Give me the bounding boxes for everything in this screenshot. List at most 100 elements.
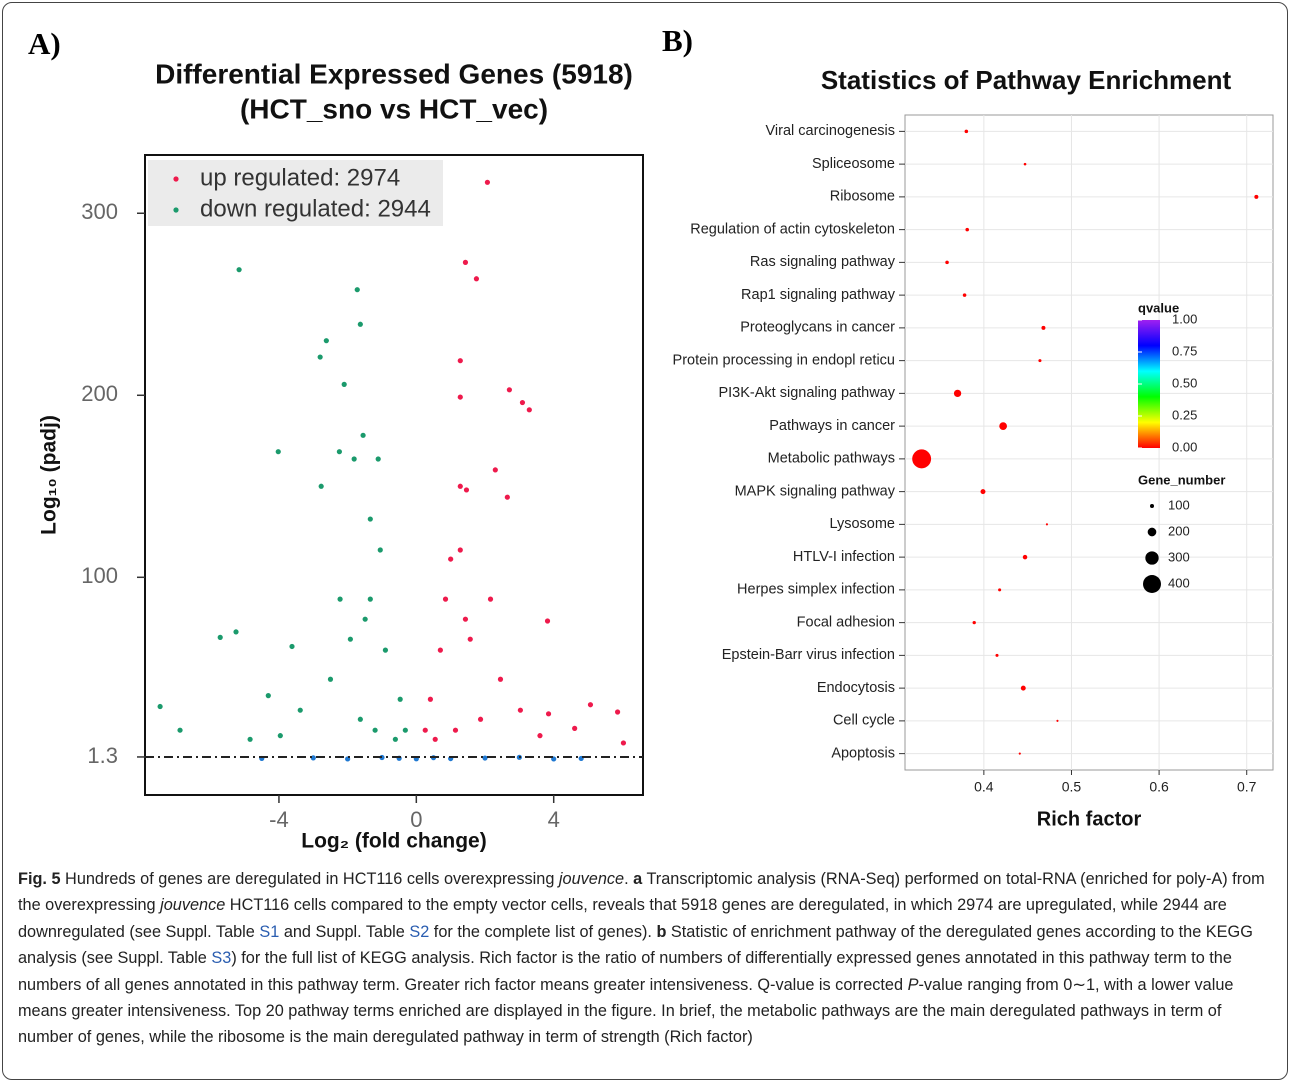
point bbox=[497, 676, 504, 682]
caption: Fig. 5 Hundreds of genes are deregulated… bbox=[18, 866, 1280, 1051]
point bbox=[457, 358, 463, 364]
dot bbox=[999, 422, 1007, 430]
dot bbox=[995, 653, 999, 657]
x-axis-label: Rich factor bbox=[1037, 808, 1142, 830]
size-legend-marker bbox=[1147, 527, 1157, 537]
point bbox=[360, 432, 366, 438]
point bbox=[354, 287, 360, 293]
point bbox=[392, 736, 398, 742]
caption-text: Fig. 5 bbox=[18, 870, 61, 888]
point bbox=[504, 494, 510, 500]
point bbox=[463, 487, 470, 493]
point bbox=[545, 711, 552, 717]
y-tick-label: 100 bbox=[81, 563, 118, 588]
caption-text: Hundreds of genes are deregulated in HCT… bbox=[60, 870, 559, 888]
x-tick-label: 0.7 bbox=[1237, 779, 1257, 795]
point bbox=[367, 596, 373, 602]
legend-box bbox=[148, 160, 443, 226]
legend-marker bbox=[173, 207, 179, 213]
caption-text: HCT116 cells compared to the empty vecto… bbox=[18, 896, 1227, 941]
y-tick-label: Proteoglycans in cancer bbox=[740, 320, 895, 336]
point bbox=[432, 736, 438, 742]
y-tick-label: Viral carcinogenesis bbox=[766, 123, 896, 139]
point bbox=[477, 716, 484, 722]
x-axis-label: Log₂ (fold change) bbox=[301, 830, 486, 853]
y-tick-label: MAPK signaling pathway bbox=[735, 483, 896, 499]
dot bbox=[1020, 685, 1026, 691]
dot bbox=[980, 489, 986, 495]
dot bbox=[998, 588, 1002, 592]
dot bbox=[1056, 719, 1059, 722]
point bbox=[317, 354, 323, 360]
y-axis-label: Log₁₀ (padj) bbox=[38, 415, 61, 535]
point bbox=[357, 321, 363, 327]
point bbox=[517, 707, 523, 713]
y-tick-label: Metabolic pathways bbox=[768, 451, 895, 467]
colorbar-tick-label: 0.00 bbox=[1172, 439, 1197, 454]
point bbox=[297, 707, 303, 713]
size-legend-marker bbox=[1143, 575, 1161, 593]
colorbar-tick-label: 0.25 bbox=[1172, 407, 1197, 422]
caption-text: jouvence bbox=[558, 870, 625, 888]
caption-text: and Suppl. Table bbox=[279, 922, 410, 941]
point bbox=[265, 693, 271, 699]
caption-link[interactable]: S3 bbox=[211, 949, 232, 968]
y-tick-label: Apoptosis bbox=[831, 745, 895, 761]
legend-title: qvalue bbox=[1138, 300, 1179, 315]
point bbox=[217, 634, 223, 640]
dot bbox=[1023, 162, 1027, 166]
point bbox=[620, 740, 627, 746]
point bbox=[247, 736, 253, 742]
size-legend-label: 300 bbox=[1168, 549, 1190, 564]
dot bbox=[964, 129, 969, 134]
colorbar-tick-label: 1.00 bbox=[1172, 311, 1197, 326]
point bbox=[402, 727, 408, 733]
size-legend-label: 400 bbox=[1168, 575, 1190, 590]
point bbox=[484, 179, 491, 185]
caption-link[interactable]: S2 bbox=[409, 922, 430, 941]
y-tick-label: 1.3 bbox=[87, 743, 118, 768]
point bbox=[482, 755, 488, 761]
size-legend-label: 200 bbox=[1168, 523, 1190, 538]
point bbox=[372, 727, 378, 733]
y-tick-label: Epstein-Barr virus infection bbox=[722, 647, 895, 663]
point bbox=[473, 276, 480, 282]
point bbox=[492, 467, 498, 473]
y-tick-label: 300 bbox=[81, 199, 118, 224]
caption-link[interactable]: S1 bbox=[259, 922, 280, 941]
point bbox=[341, 381, 347, 387]
point bbox=[236, 267, 242, 273]
point bbox=[351, 456, 357, 462]
colorbar bbox=[1138, 320, 1160, 448]
plot-area bbox=[144, 154, 644, 796]
point bbox=[377, 547, 383, 553]
colorbar-tick-label: 0.75 bbox=[1172, 343, 1197, 358]
point bbox=[544, 618, 551, 624]
dot bbox=[962, 293, 967, 297]
x-tick-label: 0.4 bbox=[974, 779, 994, 795]
y-tick-label: Focal adhesion bbox=[797, 614, 895, 630]
point bbox=[157, 703, 163, 710]
point bbox=[614, 709, 621, 715]
y-tick-label: Pathways in cancer bbox=[769, 418, 895, 434]
point bbox=[422, 727, 428, 733]
dot bbox=[1045, 523, 1049, 526]
dot bbox=[945, 260, 949, 265]
dot bbox=[972, 620, 976, 625]
caption-text: Transcriptomic analysis (RNA-Seq) perfor… bbox=[18, 870, 1265, 915]
y-tick-label: Endocytosis bbox=[817, 680, 895, 696]
y-tick-label: Ras signaling pathway bbox=[750, 254, 896, 270]
y-tick-label: HTLV-I infection bbox=[793, 549, 895, 565]
point bbox=[467, 636, 473, 642]
y-tick-label: Ribosome bbox=[830, 189, 895, 205]
dot bbox=[1022, 554, 1028, 560]
point bbox=[462, 616, 469, 622]
caption-text: for the complete list of genes). bbox=[429, 922, 657, 941]
x-tick-label: 0 bbox=[410, 807, 422, 832]
caption-text: Statistic of enrichment pathway of the d… bbox=[18, 922, 1253, 968]
point bbox=[318, 483, 324, 489]
point bbox=[275, 449, 281, 455]
point bbox=[519, 399, 526, 406]
caption-text: . bbox=[624, 870, 634, 888]
